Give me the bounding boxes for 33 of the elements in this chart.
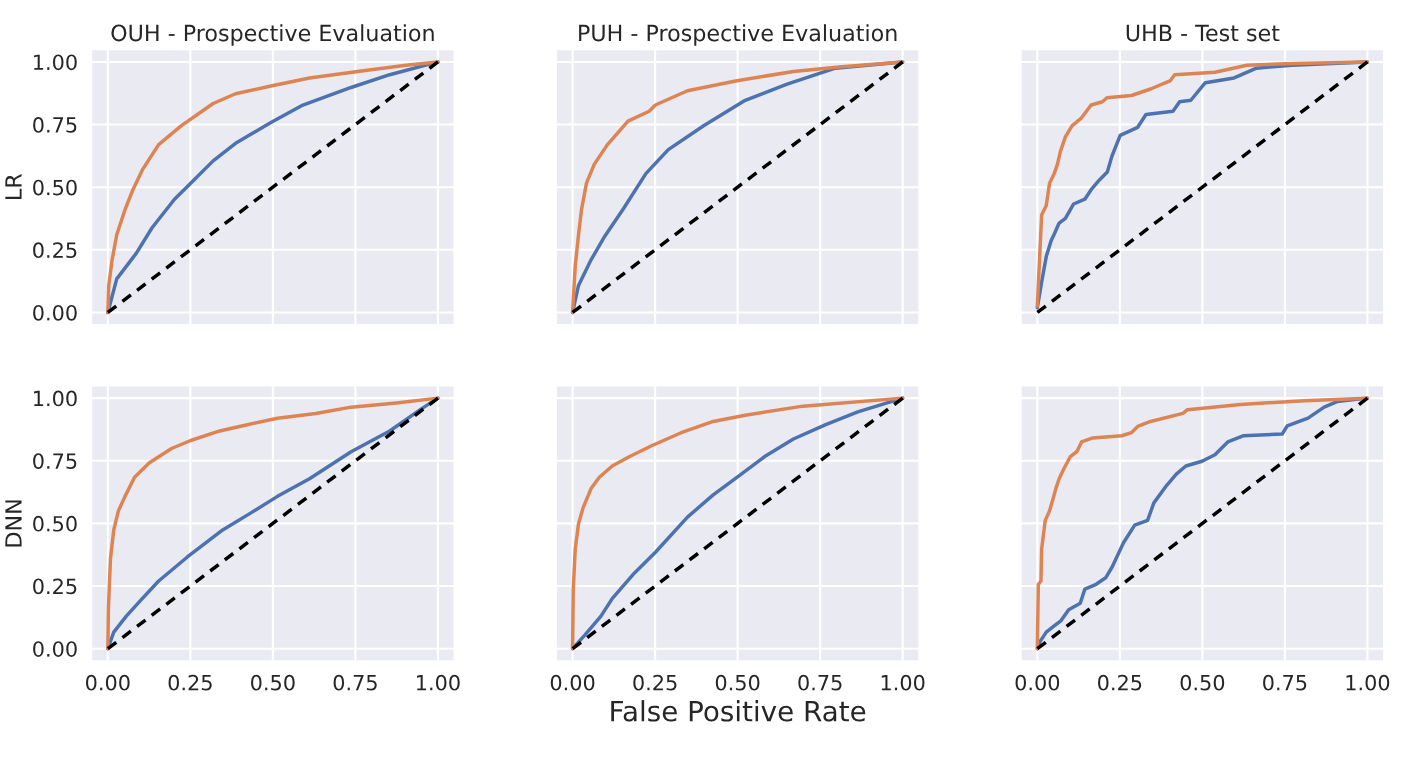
x-tick-label: 0.25 [633, 674, 677, 691]
x-tick-label: 0.50 [251, 674, 295, 691]
x-tick-label: 0.50 [715, 674, 760, 691]
x-tick-label: 0.50 [1180, 674, 1225, 691]
y-tick-label: 1.00 [34, 390, 77, 407]
x-tick-label: 0.00 [86, 674, 130, 691]
chart-title: OUH - Prospective Evaluation [111, 24, 434, 46]
chart-title: UHB - Test set [1126, 24, 1280, 42]
x-tick-label: 1.00 [881, 674, 925, 691]
x-axis-title: False Positive Rate [611, 700, 866, 722]
y-tick-label: 0.50 [33, 515, 77, 532]
x-tick-label: 1.00 [417, 674, 460, 691]
y-tick-label: 0.00 [33, 304, 77, 321]
x-tick-label: 0.25 [168, 674, 212, 691]
x-tick-label: 0.75 [1263, 674, 1307, 691]
x-tick-label: 0.25 [1098, 674, 1142, 691]
y-axis-title: LR [5, 173, 22, 199]
y-tick-label: 0.00 [33, 641, 77, 657]
line-series [106, 396, 440, 651]
y-tick-label: 1.00 [34, 54, 77, 71]
line-series [106, 60, 440, 315]
x-tick-label: 0.00 [550, 674, 595, 691]
x-tick-label: 0.75 [333, 674, 377, 691]
chart-title: PUH - Prospective Evaluation [579, 24, 897, 46]
y-tick-label: 0.75 [33, 117, 77, 133]
y-tick-label: 0.75 [33, 453, 77, 469]
y-tick-label: 0.25 [33, 242, 77, 259]
y-tick-label: 0.50 [33, 179, 77, 196]
y-axis-title: DNN [5, 500, 22, 547]
x-tick-label: 0.75 [798, 674, 842, 691]
x-tick-label: 0.00 [1015, 674, 1060, 691]
x-tick-label: 1.00 [1346, 674, 1390, 691]
y-tick-label: 0.25 [33, 578, 77, 595]
